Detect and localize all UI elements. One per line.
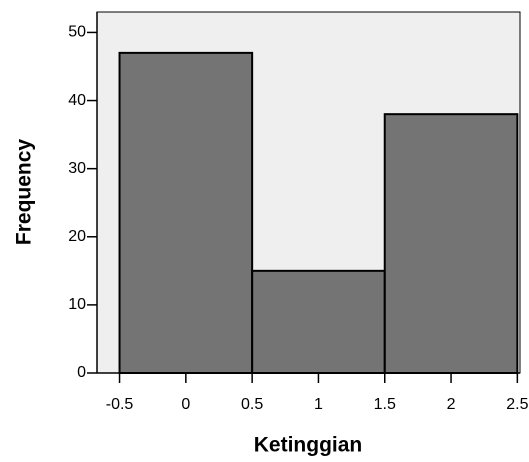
- chart: Ketinggian Frequency 0 10 20 30 40 50 -0.5 0 0.5…: [0, 0, 529, 462]
- y-tick-label: 10: [68, 296, 86, 313]
- x-tick-label: 1.5: [374, 396, 396, 413]
- y-tick-label: 50: [68, 24, 86, 41]
- x-axis-title: Ketinggian: [254, 434, 363, 457]
- y-tick-label: 30: [68, 160, 86, 177]
- x-tick-label: 2: [447, 396, 456, 413]
- bar: [252, 271, 385, 373]
- x-tick-label: -0.5: [106, 396, 134, 413]
- x-tick-label: 0: [181, 396, 190, 413]
- bar: [120, 53, 253, 373]
- y-tick-label: 20: [68, 228, 86, 245]
- x-tick-label: 0.5: [241, 396, 263, 413]
- y-axis-title: Frequency: [13, 139, 36, 246]
- x-tick-label: 2.5: [506, 396, 528, 413]
- bar: [385, 114, 518, 373]
- y-tick-label: 0: [77, 364, 86, 381]
- y-tick-label: 40: [68, 92, 86, 109]
- x-tick-label: 1: [314, 396, 323, 413]
